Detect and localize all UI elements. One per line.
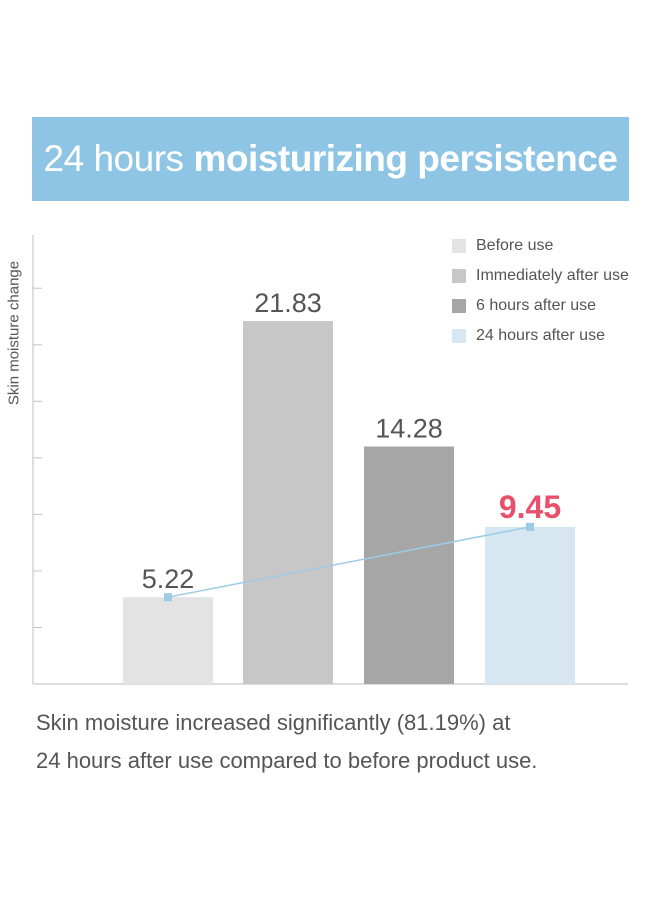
legend-item-6-hours-after-use: 6 hours after use	[452, 291, 629, 321]
data-label-4: 9.45	[499, 489, 561, 525]
legend-label: 6 hours after use	[476, 297, 597, 314]
chart-title-bold: moisturizing persistence	[193, 138, 618, 179]
bar-4	[485, 526, 575, 684]
trend-line	[167, 526, 531, 598]
data-label-2: 21.83	[254, 288, 322, 318]
data-label-3: 14.28	[375, 414, 443, 444]
legend-item-immediately-after-use: Immediately after use	[452, 261, 629, 291]
trend-marker-start	[164, 593, 172, 602]
legend-swatch	[452, 329, 466, 343]
data-label-1: 5.22	[142, 564, 195, 594]
trend-marker-end	[526, 522, 534, 531]
legend-label: 24 hours after use	[476, 327, 605, 344]
bar-1	[123, 597, 213, 684]
legend-swatch	[452, 299, 466, 313]
caption-line-1: Skin moisture increased significantly (8…	[36, 710, 511, 735]
legend-label: Before use	[476, 237, 554, 254]
bar-3	[364, 446, 454, 684]
bar-2	[243, 320, 333, 684]
caption-line-2: 24 hours after use compared to before pr…	[36, 748, 538, 773]
chart-title-banner: 24 hours moisturizing persistence	[32, 117, 629, 201]
chart-caption: Skin moisture increased significantly (8…	[36, 704, 646, 780]
legend-label: Immediately after use	[476, 267, 629, 284]
legend-swatch	[452, 269, 466, 283]
legend-item-before-use: Before use	[452, 231, 629, 261]
legend-item-24-hours-after-use: 24 hours after use	[452, 321, 629, 351]
legend-swatch	[452, 239, 466, 253]
chart-title-light: 24 hours	[43, 138, 185, 179]
chart-legend: Before use Immediately after use 6 hours…	[452, 231, 629, 351]
